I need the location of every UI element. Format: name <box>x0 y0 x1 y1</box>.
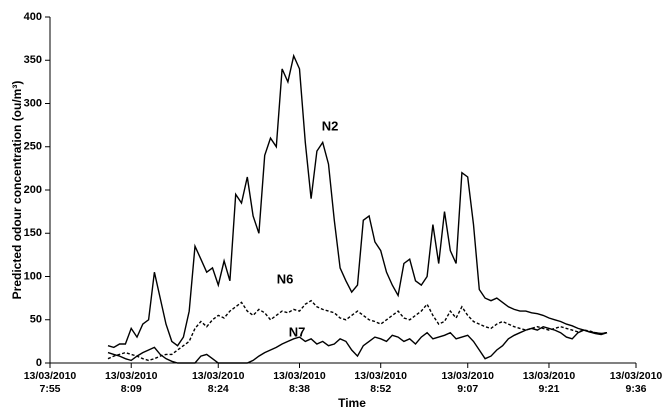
x-tick-label: 13/03/2010 8:38 <box>273 370 326 395</box>
y-tick-label: 400 <box>24 11 42 23</box>
x-tick-label: 13/03/2010 8:24 <box>191 370 245 395</box>
series-label: N7 <box>289 324 306 339</box>
y-tick-label: 300 <box>24 97 42 109</box>
y-axis-label: Predicted odour concentration (ou/m³) <box>10 81 24 300</box>
series-label: N2 <box>322 118 339 133</box>
y-tick-label: 200 <box>24 184 42 196</box>
y-tick-label: 0 <box>36 357 42 369</box>
y-tick-label: 100 <box>24 270 42 282</box>
series-label: N6 <box>277 271 294 286</box>
series-line <box>107 325 608 364</box>
x-tick-label: 13/03/2010 9:21 <box>522 370 576 395</box>
y-tick-label: 50 <box>30 314 42 326</box>
x-tick-label: 13/03/2010 9:36 <box>609 370 663 395</box>
x-tick-label: 13/03/2010 9:07 <box>441 370 495 395</box>
x-axis-label: Time <box>338 396 366 410</box>
x-tick-label: 13/03/2010 7:55 <box>23 370 77 395</box>
x-tick-label: 13/03/2010 8:09 <box>104 370 158 395</box>
series-line <box>107 53 608 349</box>
y-tick-label: 250 <box>24 141 42 153</box>
y-tick-label: 350 <box>24 54 42 66</box>
series-line <box>107 299 608 362</box>
y-tick-label: 150 <box>24 227 42 239</box>
x-tick-label: 13/03/2010 8:52 <box>354 370 407 395</box>
